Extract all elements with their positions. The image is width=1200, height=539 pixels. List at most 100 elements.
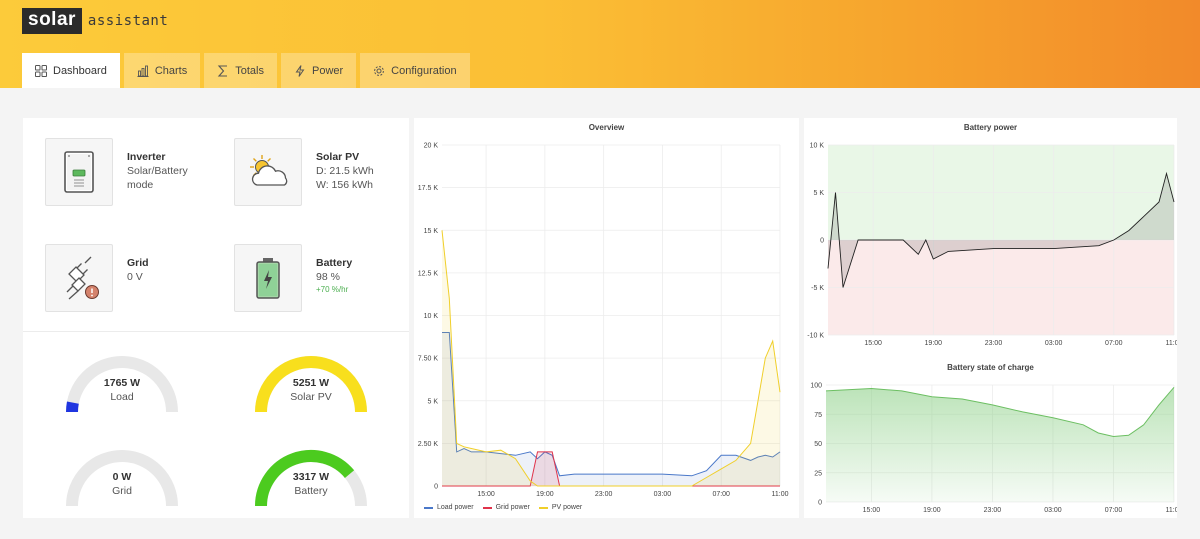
grid-card[interactable]: Grid 0 V bbox=[45, 244, 149, 312]
solar-title: Solar PV bbox=[316, 151, 360, 163]
legend-swatch bbox=[424, 506, 433, 509]
grid-icon bbox=[34, 64, 48, 78]
battery-card[interactable]: Battery 98 % +70 %/hr bbox=[234, 244, 352, 312]
x-tick-label: 11:00 bbox=[772, 491, 789, 498]
tab-configuration[interactable]: Configuration bbox=[360, 53, 470, 88]
x-tick-label: 23:00 bbox=[984, 507, 1002, 514]
x-tick-label: 07:00 bbox=[1105, 340, 1123, 347]
y-tick-label: -10 K bbox=[807, 333, 824, 340]
battery-rate: +70 %/hr bbox=[316, 285, 349, 294]
inverter-icon bbox=[45, 138, 113, 206]
grid-voltage: 0 V bbox=[127, 271, 143, 283]
overview-panel: Overview 20 K 17.5 K 15 K 12.5 K 10 K 7.50 K 5… bbox=[414, 118, 799, 518]
grid-gauge-label: Grid bbox=[112, 485, 132, 497]
y-tick-label: 5 K bbox=[427, 398, 438, 405]
app-logo[interactable]: solar assistant bbox=[22, 8, 168, 34]
y-tick-label: 10 K bbox=[424, 313, 439, 320]
tab-totals[interactable]: Totals bbox=[204, 53, 277, 88]
grid-gauge: 0 W Grid bbox=[62, 444, 182, 514]
y-tick-label: -5 K bbox=[811, 285, 824, 292]
battery-soc-title: Battery state of charge bbox=[947, 363, 1034, 372]
grid-gauge-value: 0 W bbox=[112, 471, 132, 483]
battery-info: Battery 98 % +70 %/hr bbox=[316, 256, 352, 312]
battery-gauge-value: 3317 W bbox=[292, 471, 330, 483]
y-tick-label: 75 bbox=[814, 412, 822, 419]
tab-label: Totals bbox=[235, 64, 264, 77]
y-tick-label: 50 bbox=[814, 441, 822, 448]
sun-cloud-icon bbox=[234, 138, 302, 206]
main-tabs: Dashboard Charts Totals Power Configurat… bbox=[22, 53, 474, 88]
sigma-icon bbox=[216, 64, 230, 78]
legend-label: Load power bbox=[437, 504, 474, 511]
y-tick-label: 25 bbox=[814, 470, 822, 477]
solar-card[interactable]: Solar PV D: 21.5 kWh W: 156 kWh bbox=[234, 138, 374, 206]
legend-swatch bbox=[482, 506, 492, 509]
app-header: solar assistant Dashboard Charts Totals bbox=[0, 0, 1200, 88]
tab-label: Dashboard bbox=[53, 64, 107, 77]
inverter-card[interactable]: Inverter Solar/Battery mode bbox=[45, 138, 188, 206]
legend-label: Grid power bbox=[495, 504, 530, 511]
x-tick-label: 15:00 bbox=[477, 491, 495, 498]
bar-chart-icon bbox=[136, 64, 150, 78]
x-tick-label: 15:00 bbox=[864, 340, 882, 347]
solar-info: Solar PV D: 21.5 kWh W: 156 kWh bbox=[316, 150, 374, 206]
grid-info: Grid 0 V bbox=[127, 256, 149, 312]
x-tick-label: 15:00 bbox=[863, 507, 881, 514]
battery-power-line[interactable] bbox=[827, 171, 1175, 288]
y-tick-label: 15 K bbox=[424, 228, 439, 235]
tab-label: Power bbox=[311, 64, 344, 77]
x-tick-label: 19:00 bbox=[536, 491, 554, 498]
overview-chart[interactable]: 20 K 17.5 K 15 K 12.5 K 10 K 7.50 K 5 K 2.50 K 0… bbox=[414, 118, 799, 500]
load-gauge-value: 1765 W bbox=[103, 377, 141, 389]
y-tick-label: 0 bbox=[820, 238, 824, 245]
battery-percent: 98 % bbox=[316, 271, 340, 283]
inverter-mode: Solar/Battery bbox=[127, 165, 188, 177]
soc-area bbox=[826, 387, 1174, 502]
solar-gauge: 5251 W Solar PV bbox=[251, 350, 371, 420]
battery-power-chart[interactable]: 10 K 5 K 0 -5 K -10 K 15:00 19:00 23:00 03:00 07:… bbox=[804, 118, 1177, 358]
battery-gauge: 3317 W Battery bbox=[251, 444, 371, 514]
inverter-info: Inverter Solar/Battery mode bbox=[127, 150, 188, 206]
y-tick-label: 100 bbox=[810, 383, 822, 390]
tab-label: Configuration bbox=[391, 64, 457, 77]
y-tick-label: 12.5 K bbox=[418, 270, 439, 277]
legend-label: PV power bbox=[551, 504, 583, 511]
load-gauge-arc bbox=[66, 356, 178, 413]
legend-load-power[interactable]: Load power bbox=[424, 504, 474, 511]
legend-pv-power[interactable]: PV power bbox=[538, 504, 583, 511]
series-line-load-power[interactable] bbox=[442, 332, 781, 477]
y-tick-label: 7.50 K bbox=[418, 356, 439, 363]
y-tick-label: 20 K bbox=[424, 143, 439, 150]
y-tick-label: 5 K bbox=[813, 190, 824, 197]
soc-line[interactable] bbox=[825, 386, 1175, 438]
plug-icon bbox=[45, 244, 113, 312]
x-tick-label: 23:00 bbox=[985, 340, 1003, 347]
x-tick-label: 23:00 bbox=[595, 491, 613, 498]
series-line-pv-power[interactable] bbox=[441, 230, 781, 487]
x-tick-label: 07:00 bbox=[712, 491, 730, 498]
inverter-title: Inverter bbox=[127, 151, 166, 163]
x-tick-label: 07:00 bbox=[1105, 507, 1123, 514]
series-area bbox=[442, 230, 780, 486]
y-tick-label: 2.50 K bbox=[418, 441, 439, 448]
gridlines bbox=[828, 144, 1175, 336]
legend-grid-power[interactable]: Grid power bbox=[482, 504, 530, 511]
tab-dashboard[interactable]: Dashboard bbox=[22, 53, 120, 88]
overview-legend: Load power Grid power PV power bbox=[424, 504, 591, 511]
logo-box: solar bbox=[22, 8, 82, 34]
y-tick-label: 0 bbox=[434, 484, 438, 491]
battery-icon bbox=[234, 244, 302, 312]
battery-soc-chart[interactable]: 100 75 50 25 0 15:00 19:00 23:00 03:00 07:00 11:00 bbox=[804, 368, 1177, 518]
y-tick-label: 0 bbox=[818, 500, 822, 507]
inverter-mode-suffix: mode bbox=[127, 179, 154, 191]
tab-power[interactable]: Power bbox=[280, 53, 357, 88]
y-tick-label: 17.5 K bbox=[418, 185, 439, 192]
legend-swatch bbox=[538, 506, 548, 509]
solar-weekly: W: 156 kWh bbox=[316, 179, 373, 191]
grid-title: Grid bbox=[127, 257, 149, 269]
x-tick-label: 03:00 bbox=[1044, 507, 1062, 514]
panel-divider bbox=[23, 331, 409, 332]
tab-charts[interactable]: Charts bbox=[123, 53, 201, 88]
battery-gauge-label: Battery bbox=[294, 485, 328, 497]
gear-icon bbox=[372, 64, 386, 78]
